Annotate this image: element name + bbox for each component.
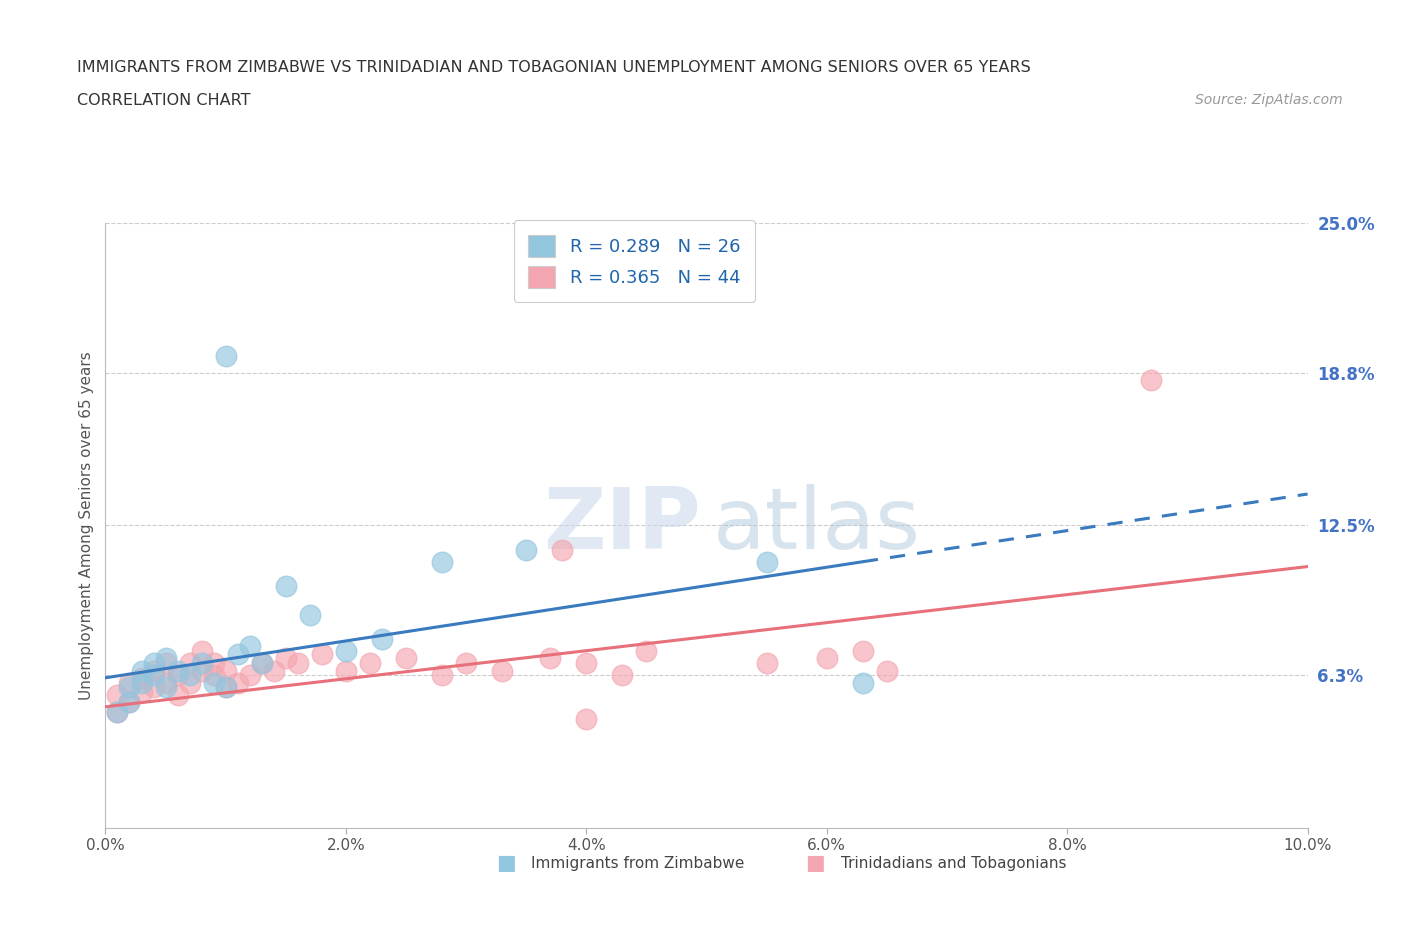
Text: CORRELATION CHART: CORRELATION CHART bbox=[77, 93, 250, 108]
Point bbox=[551, 542, 574, 557]
Point bbox=[226, 646, 249, 661]
Point bbox=[107, 704, 129, 719]
Text: Source: ZipAtlas.com: Source: ZipAtlas.com bbox=[1195, 93, 1343, 107]
Point bbox=[515, 542, 537, 557]
Point bbox=[155, 651, 177, 666]
Point bbox=[274, 578, 297, 593]
Point bbox=[298, 607, 321, 622]
Point bbox=[155, 680, 177, 695]
Point bbox=[1140, 373, 1163, 388]
Point bbox=[287, 656, 309, 671]
Point bbox=[202, 668, 225, 683]
Point bbox=[239, 639, 262, 654]
Point bbox=[815, 651, 838, 666]
Point bbox=[274, 651, 297, 666]
Point bbox=[202, 656, 225, 671]
Point bbox=[142, 663, 165, 678]
Point bbox=[179, 675, 201, 690]
Point bbox=[131, 675, 153, 690]
Text: atlas: atlas bbox=[713, 484, 921, 567]
Point bbox=[538, 651, 561, 666]
Text: Immigrants from Zimbabwe: Immigrants from Zimbabwe bbox=[531, 856, 745, 870]
Point bbox=[311, 646, 333, 661]
Point bbox=[107, 704, 129, 719]
Point bbox=[131, 684, 153, 699]
Point bbox=[755, 656, 778, 671]
Point bbox=[250, 656, 273, 671]
Text: ZIP: ZIP bbox=[543, 484, 700, 567]
Text: Trinidadians and Tobagonians: Trinidadians and Tobagonians bbox=[841, 856, 1066, 870]
Point bbox=[166, 668, 188, 683]
Point bbox=[575, 656, 598, 671]
Point bbox=[131, 663, 153, 678]
Point bbox=[263, 663, 285, 678]
Point bbox=[430, 554, 453, 569]
Point bbox=[155, 656, 177, 671]
Point bbox=[131, 671, 153, 685]
Point bbox=[371, 631, 394, 646]
Point bbox=[335, 644, 357, 658]
Text: ■: ■ bbox=[496, 853, 516, 873]
Text: ■: ■ bbox=[806, 853, 825, 873]
Legend: R = 0.289   N = 26, R = 0.365   N = 44: R = 0.289 N = 26, R = 0.365 N = 44 bbox=[513, 220, 755, 302]
Point bbox=[250, 656, 273, 671]
Point bbox=[155, 675, 177, 690]
Point bbox=[612, 668, 634, 683]
Point bbox=[636, 644, 658, 658]
Point bbox=[876, 663, 898, 678]
Point bbox=[430, 668, 453, 683]
Y-axis label: Unemployment Among Seniors over 65 years: Unemployment Among Seniors over 65 years bbox=[79, 352, 94, 700]
Point bbox=[142, 668, 165, 683]
Point bbox=[214, 349, 236, 364]
Point bbox=[395, 651, 418, 666]
Point bbox=[239, 668, 262, 683]
Point bbox=[166, 687, 188, 702]
Point bbox=[575, 711, 598, 726]
Point bbox=[118, 680, 141, 695]
Point bbox=[179, 656, 201, 671]
Point bbox=[214, 680, 236, 695]
Point bbox=[107, 687, 129, 702]
Point bbox=[755, 554, 778, 569]
Text: IMMIGRANTS FROM ZIMBABWE VS TRINIDADIAN AND TOBAGONIAN UNEMPLOYMENT AMONG SENIOR: IMMIGRANTS FROM ZIMBABWE VS TRINIDADIAN … bbox=[77, 60, 1031, 75]
Point bbox=[359, 656, 381, 671]
Point bbox=[142, 680, 165, 695]
Point bbox=[179, 668, 201, 683]
Point bbox=[491, 663, 513, 678]
Point bbox=[190, 663, 212, 678]
Point bbox=[118, 675, 141, 690]
Point bbox=[118, 695, 141, 710]
Point bbox=[454, 656, 477, 671]
Point bbox=[202, 675, 225, 690]
Point bbox=[118, 695, 141, 710]
Point bbox=[190, 656, 212, 671]
Point bbox=[142, 656, 165, 671]
Point bbox=[190, 644, 212, 658]
Point bbox=[335, 663, 357, 678]
Point bbox=[852, 675, 875, 690]
Point bbox=[226, 675, 249, 690]
Point bbox=[214, 680, 236, 695]
Point bbox=[214, 663, 236, 678]
Point bbox=[166, 663, 188, 678]
Point bbox=[852, 644, 875, 658]
